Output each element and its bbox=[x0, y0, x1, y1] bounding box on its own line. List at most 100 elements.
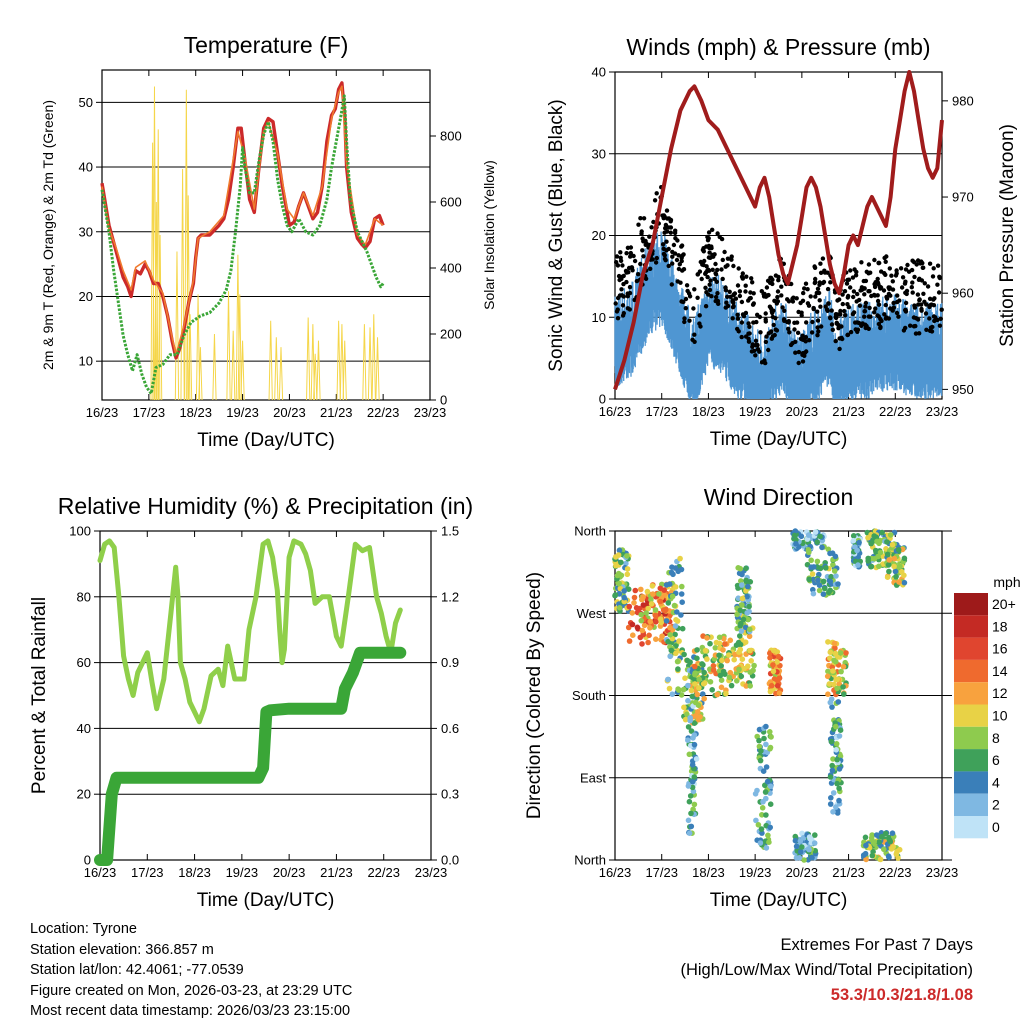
direction-point bbox=[647, 625, 653, 631]
gust-point bbox=[903, 300, 909, 306]
direction-point bbox=[639, 627, 646, 634]
gust-point bbox=[768, 306, 774, 311]
x-tick-label: 18/23 bbox=[178, 865, 211, 880]
direction-point bbox=[792, 837, 799, 844]
direction-point bbox=[747, 647, 753, 654]
direction-point bbox=[644, 588, 651, 595]
y-tick-label: 10 bbox=[592, 310, 606, 325]
gust-point bbox=[751, 301, 756, 306]
direction-point bbox=[663, 606, 669, 613]
direction-point bbox=[746, 633, 753, 640]
solar-insolation-spike bbox=[362, 324, 367, 401]
direction-point bbox=[681, 651, 687, 658]
direction-point bbox=[765, 832, 771, 839]
direction-point bbox=[827, 578, 834, 585]
direction-point bbox=[701, 695, 707, 702]
direction-point bbox=[652, 607, 659, 613]
gust-point bbox=[807, 338, 812, 343]
gust-point bbox=[929, 302, 934, 307]
direction-point bbox=[737, 565, 744, 572]
direction-point bbox=[833, 804, 839, 810]
gust-point bbox=[763, 339, 769, 345]
direction-point bbox=[688, 728, 695, 734]
gust-point bbox=[840, 301, 845, 307]
gust-point bbox=[767, 280, 773, 285]
direction-point bbox=[737, 607, 744, 614]
direction-point bbox=[645, 605, 651, 612]
gust-point bbox=[654, 255, 659, 261]
direction-point bbox=[678, 612, 684, 618]
gust-point bbox=[649, 225, 654, 230]
direction-point bbox=[890, 843, 896, 850]
direction-point bbox=[702, 647, 709, 654]
direction-point bbox=[820, 591, 827, 597]
direction-point bbox=[834, 685, 840, 692]
gust-point bbox=[682, 316, 687, 321]
direction-point bbox=[835, 699, 842, 705]
gust-point bbox=[679, 243, 685, 248]
direction-point bbox=[724, 657, 730, 664]
gust-point bbox=[739, 274, 745, 279]
gust-point bbox=[854, 299, 859, 304]
latest-timestamp-text: Most recent data timestamp: 2026/03/23 2… bbox=[30, 1003, 351, 1019]
direction-point bbox=[855, 562, 861, 568]
gust-point bbox=[788, 342, 794, 348]
gust-point bbox=[884, 315, 889, 320]
gust-point bbox=[711, 254, 716, 259]
direction-point bbox=[850, 533, 857, 539]
direction-point bbox=[695, 709, 701, 715]
direction-point bbox=[638, 611, 644, 618]
direction-point bbox=[638, 617, 645, 624]
x-tick-label: 17/23 bbox=[133, 405, 166, 420]
extremes-values: 53.3/10.3/21.8/1.08 bbox=[830, 986, 973, 1004]
direction-point bbox=[624, 566, 631, 572]
direction-point bbox=[671, 602, 678, 609]
gust-point bbox=[853, 320, 858, 325]
solar-insolation-spike bbox=[237, 294, 242, 401]
gust-point bbox=[927, 328, 933, 333]
direction-point bbox=[737, 633, 743, 639]
direction-point bbox=[856, 539, 862, 546]
direction-point bbox=[739, 595, 746, 602]
gust-point bbox=[687, 318, 692, 323]
direction-point bbox=[825, 691, 831, 697]
direction-point bbox=[882, 830, 889, 837]
direction-point bbox=[744, 593, 750, 600]
gust-point bbox=[876, 260, 881, 266]
direction-point bbox=[763, 795, 769, 802]
direction-point bbox=[634, 624, 641, 631]
gust-point bbox=[837, 346, 842, 352]
direction-point bbox=[825, 639, 831, 645]
direction-point bbox=[799, 844, 805, 850]
direction-point bbox=[829, 704, 835, 710]
direction-point bbox=[677, 555, 683, 562]
gust-point bbox=[793, 350, 798, 355]
gust-point bbox=[670, 249, 675, 255]
direction-point bbox=[816, 587, 823, 594]
gust-point bbox=[670, 254, 675, 259]
direction-point bbox=[829, 762, 835, 769]
legend-swatch bbox=[954, 593, 988, 616]
plot-frame bbox=[99, 530, 432, 861]
gust-point bbox=[751, 291, 756, 296]
gust-point bbox=[798, 336, 804, 341]
direction-point bbox=[876, 563, 882, 570]
solar-insolation-spike bbox=[313, 353, 318, 401]
y-axis-title: Direction (Colored By Speed) bbox=[524, 572, 545, 819]
direction-point bbox=[653, 636, 659, 642]
gust-point bbox=[887, 266, 892, 271]
gust-point bbox=[730, 305, 736, 310]
gust-point bbox=[636, 272, 641, 277]
gust-point bbox=[876, 321, 882, 327]
direction-point bbox=[692, 681, 698, 687]
gust-point bbox=[930, 274, 936, 279]
gust-point bbox=[648, 266, 653, 271]
gust-point bbox=[903, 267, 909, 272]
direction-point bbox=[707, 679, 714, 685]
direction-point bbox=[812, 832, 818, 838]
x-tick-label: 19/23 bbox=[739, 865, 772, 880]
gust-point bbox=[872, 281, 877, 287]
direction-point bbox=[686, 798, 693, 805]
direction-point bbox=[834, 756, 840, 763]
direction-point bbox=[760, 768, 767, 774]
